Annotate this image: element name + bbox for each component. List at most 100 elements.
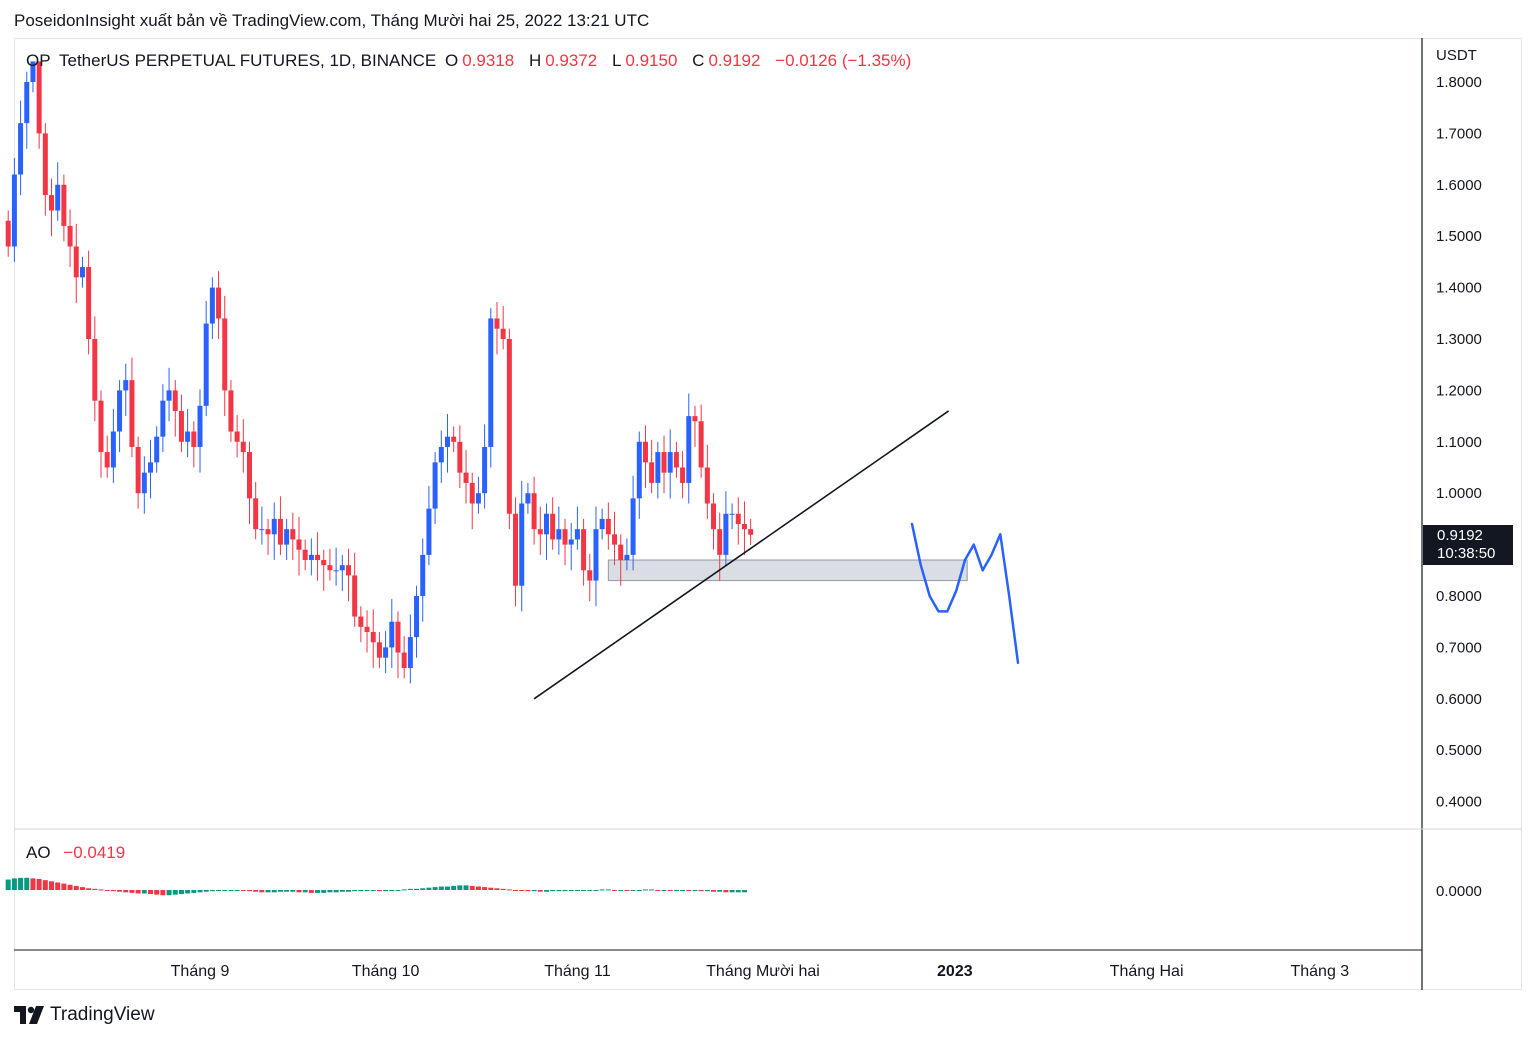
ao-bar: [624, 890, 630, 891]
ao-bar: [209, 890, 215, 892]
candle-body: [253, 498, 259, 530]
close-value: 0.9192: [708, 51, 761, 70]
tradingview-footer[interactable]: TradingView: [14, 1004, 155, 1026]
candle-body: [680, 467, 686, 483]
candle-body: [42, 133, 48, 196]
candle-body: [494, 318, 500, 329]
ao-bar: [704, 890, 710, 892]
candle-body: [550, 513, 556, 540]
ao-bar: [18, 877, 24, 890]
ao-bar: [11, 878, 17, 890]
candle-body: [30, 61, 36, 82]
currency-unit: USDT: [1436, 47, 1477, 64]
price-tick-label: 1.0000: [1436, 485, 1482, 502]
ao-bar: [741, 890, 747, 893]
candle-body: [698, 421, 704, 468]
low-value: 0.9150: [625, 51, 678, 70]
ao-bar: [104, 890, 110, 891]
candle-body: [166, 390, 172, 401]
candle-body: [469, 482, 475, 504]
ao-bar: [729, 890, 735, 893]
ao-bar: [36, 878, 42, 890]
ao-bar: [61, 883, 67, 890]
candle-body: [655, 452, 661, 483]
candle-body: [735, 513, 741, 525]
candle-body: [475, 493, 481, 504]
time-tick-label: Tháng 3: [1290, 963, 1349, 980]
symbol-description: TetherUS PERPETUAL FUTURES, 1D, BINANCE: [58, 51, 437, 70]
ao-bar: [494, 888, 500, 890]
ao-bar: [271, 890, 277, 893]
ao-bar: [469, 885, 475, 890]
candle-body: [123, 380, 129, 391]
candle-body: [339, 565, 345, 571]
high-value: 0.9372: [545, 51, 598, 70]
ao-bar: [692, 890, 698, 891]
candle-body: [148, 462, 154, 473]
ao-legend[interactable]: AO −0.0419: [26, 843, 125, 863]
candle-body: [605, 518, 611, 535]
ao-bar: [457, 885, 463, 890]
ao-bar: [166, 890, 172, 896]
candle-body: [692, 416, 698, 422]
candle-body: [352, 575, 358, 617]
ao-bar: [55, 882, 61, 890]
candle-body: [395, 621, 401, 653]
candle-body: [506, 339, 512, 514]
ao-bar: [488, 887, 494, 890]
ao-bar: [661, 890, 667, 891]
ao-bar: [667, 890, 673, 891]
candle-body: [704, 467, 710, 504]
ao-value: −0.0419: [63, 843, 126, 862]
tradingview-logo-icon: [14, 1006, 44, 1024]
candle-body: [748, 529, 754, 535]
ao-bar: [246, 890, 252, 892]
candle-body: [259, 529, 265, 531]
ao-bar: [277, 890, 283, 892]
chart-frame: [14, 38, 1522, 990]
ao-bar: [216, 890, 222, 891]
candle-body: [135, 446, 141, 494]
candle-body: [661, 452, 667, 473]
ao-tick-label: 0.0000: [1436, 883, 1482, 900]
ao-bar: [172, 890, 178, 895]
candle-body: [457, 441, 463, 473]
candle-body: [333, 570, 339, 572]
candle-body: [11, 174, 17, 247]
trendline: [533, 410, 950, 700]
candle-body: [376, 642, 382, 658]
ao-bar: [222, 890, 228, 891]
price-tick-label: 1.5000: [1436, 228, 1482, 245]
candle-body: [117, 390, 123, 432]
symbol-ticker[interactable]: OP: [26, 51, 51, 70]
candle-body: [92, 339, 98, 401]
low-label: L: [611, 51, 622, 70]
candle-body: [5, 220, 11, 247]
candle-body: [426, 508, 432, 555]
candle-body: [612, 534, 618, 545]
candle-body: [568, 539, 574, 545]
candle-body: [104, 452, 110, 468]
price-tick-label: 0.7000: [1436, 639, 1482, 656]
ao-bar: [630, 890, 636, 891]
ao-bar: [407, 888, 413, 890]
candle-body: [723, 513, 729, 555]
ao-bar: [42, 880, 48, 890]
candle-body: [500, 328, 506, 339]
candle-body: [55, 184, 61, 211]
ao-bar: [711, 890, 717, 892]
ao-bar: [513, 890, 519, 891]
candle-body: [407, 637, 413, 668]
ao-bar: [302, 890, 308, 893]
ao-bar: [265, 890, 271, 893]
ao-bar: [141, 890, 147, 894]
candle-body: [537, 529, 543, 535]
price-tick-label: 1.3000: [1436, 331, 1482, 348]
ao-bar: [79, 887, 85, 890]
ao-bar: [605, 889, 611, 891]
ao-bar: [568, 890, 574, 891]
candle-body: [513, 513, 519, 586]
ao-bar: [253, 890, 259, 892]
candle-body: [327, 565, 333, 571]
